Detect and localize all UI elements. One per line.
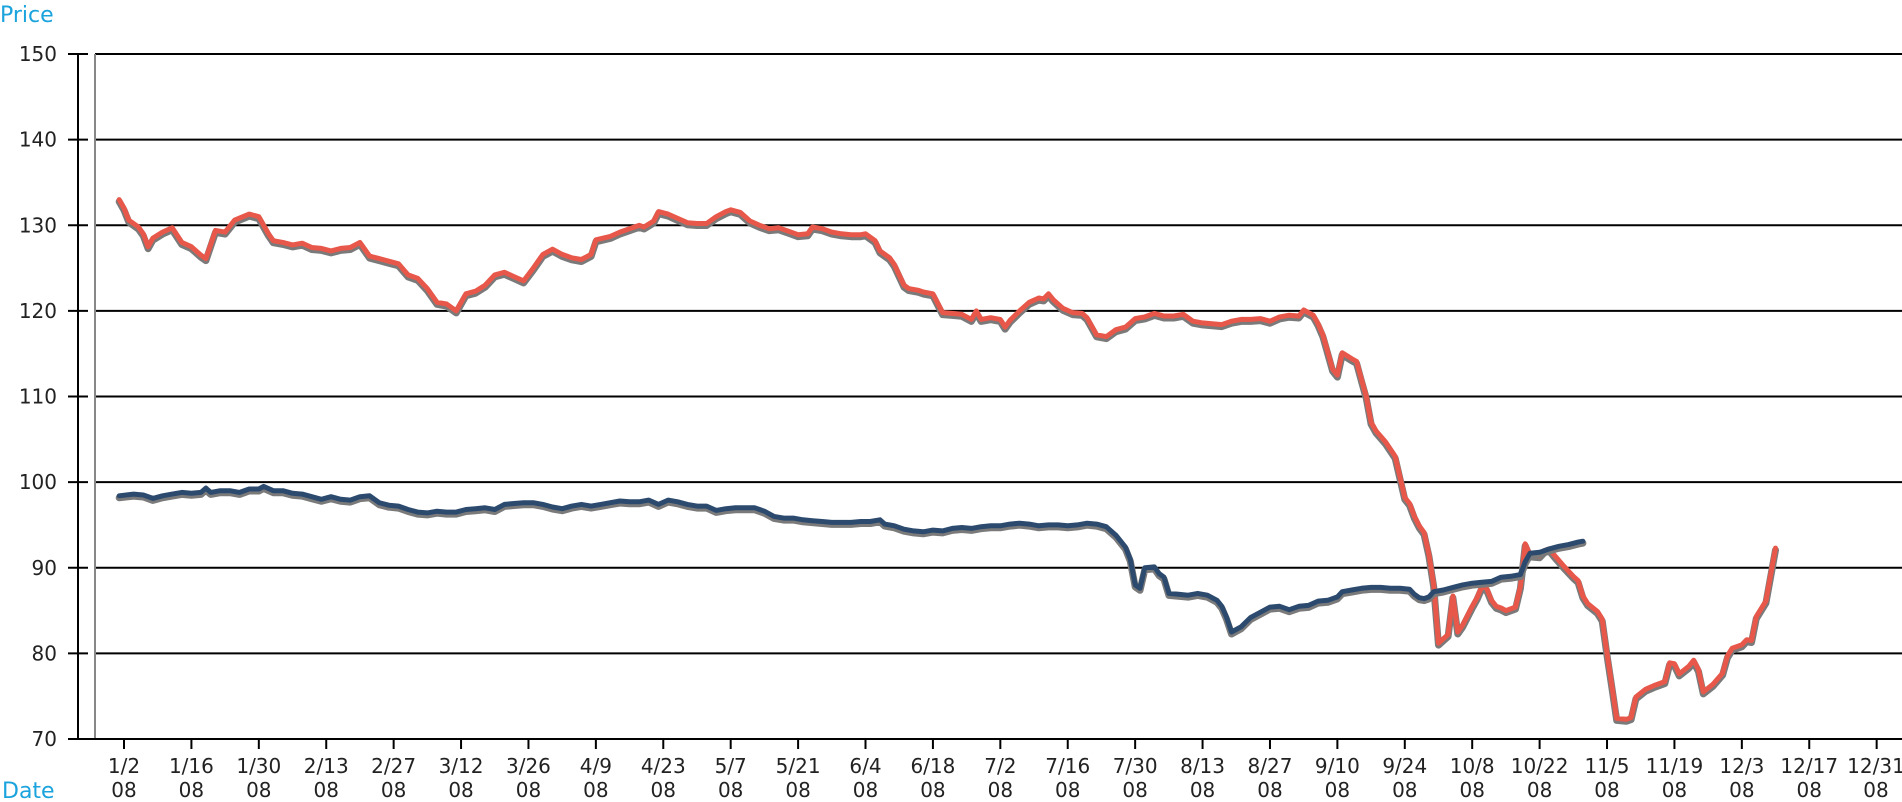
x-tick-label-year: 08 (1392, 778, 1417, 802)
y-tick-label: 80 (32, 641, 57, 665)
x-tick-label: 12/31 (1847, 754, 1902, 778)
x-tick-label: 12/3 (1719, 754, 1764, 778)
x-tick-label: 3/26 (506, 754, 551, 778)
x-tick-label-year: 08 (1527, 778, 1552, 802)
x-tick-label: 7/30 (1113, 754, 1158, 778)
x-tick-label-year: 08 (381, 778, 406, 802)
x-tick-label: 5/7 (715, 754, 747, 778)
y-tick-label: 120 (19, 299, 57, 323)
series-shadow (115, 484, 1587, 638)
x-tick-labels: 1/2081/16081/30082/13082/27083/12083/260… (108, 754, 1902, 802)
x-tick-label: 10/8 (1450, 754, 1495, 778)
x-tick-label-year: 08 (1797, 778, 1822, 802)
x-tick-label-year: 08 (1055, 778, 1080, 802)
x-tick-label-year: 08 (516, 778, 541, 802)
y-axis-title: Price (0, 3, 54, 28)
x-tick-label: 7/16 (1045, 754, 1090, 778)
x-tick-label: 1/30 (236, 754, 281, 778)
x-tick-label: 6/4 (849, 754, 881, 778)
x-tick-label-year: 08 (314, 778, 339, 802)
x-tick-label-year: 08 (718, 778, 743, 802)
x-tick-label-year: 08 (1190, 778, 1215, 802)
x-tick-label-year: 08 (651, 778, 676, 802)
axes (68, 53, 1902, 749)
x-tick-label: 1/2 (108, 754, 140, 778)
x-tick-label-year: 08 (988, 778, 1013, 802)
series-shadow (115, 198, 1779, 725)
x-tick-label-year: 08 (920, 778, 945, 802)
y-tick-label: 90 (32, 556, 57, 580)
x-tick-label: 7/2 (984, 754, 1016, 778)
x-tick-label-year: 08 (1662, 778, 1687, 802)
x-tick-label: 2/27 (371, 754, 416, 778)
y-tick-label: 150 (19, 42, 57, 66)
x-tick-label: 1/16 (169, 754, 214, 778)
x-tick-label-year: 08 (246, 778, 271, 802)
x-tick-label-year: 08 (785, 778, 810, 802)
x-tick-label: 4/23 (641, 754, 686, 778)
y-tick-labels: 70 80 90 100 110 120 130 140 150 (19, 42, 57, 751)
series-line-1 (116, 197, 1778, 722)
gridlines (95, 53, 1902, 655)
x-axis-title: Date (2, 779, 55, 802)
x-tick-label-year: 08 (1122, 778, 1147, 802)
x-tick-label: 4/9 (580, 754, 612, 778)
x-tick-label: 10/22 (1511, 754, 1569, 778)
x-tick-label: 2/13 (304, 754, 349, 778)
x-tick-label: 11/5 (1585, 754, 1630, 778)
y-tick-label: 130 (19, 213, 57, 237)
x-tick-label: 5/21 (776, 754, 821, 778)
x-tick-label: 11/19 (1646, 754, 1704, 778)
x-tick-label-year: 08 (1257, 778, 1282, 802)
x-tick-label: 9/10 (1315, 754, 1360, 778)
y-tick-label: 140 (19, 128, 57, 152)
x-tick-label: 8/13 (1180, 754, 1225, 778)
x-tick-label: 3/12 (439, 754, 484, 778)
x-tick-label-year: 08 (1594, 778, 1619, 802)
x-tick-label: 12/17 (1780, 754, 1838, 778)
x-tick-label-year: 08 (1729, 778, 1754, 802)
y-tick-label: 70 (32, 727, 57, 751)
x-tick-label-year: 08 (1863, 778, 1888, 802)
x-tick-label: 9/24 (1382, 754, 1427, 778)
y-tick-label: 100 (19, 470, 57, 494)
x-tick-label-year: 08 (111, 778, 136, 802)
series-line-2 (116, 483, 1586, 635)
x-tick-label-year: 08 (1459, 778, 1484, 802)
x-tick-label: 6/18 (910, 754, 955, 778)
x-tick-label-year: 08 (1325, 778, 1350, 802)
x-tick-label-year: 08 (179, 778, 204, 802)
x-tick-label: 8/27 (1248, 754, 1293, 778)
x-tick-label-year: 08 (583, 778, 608, 802)
series-lines (115, 197, 1779, 725)
x-tick-label-year: 08 (448, 778, 473, 802)
y-tick-label: 110 (19, 385, 57, 409)
x-tick-label-year: 08 (853, 778, 878, 802)
